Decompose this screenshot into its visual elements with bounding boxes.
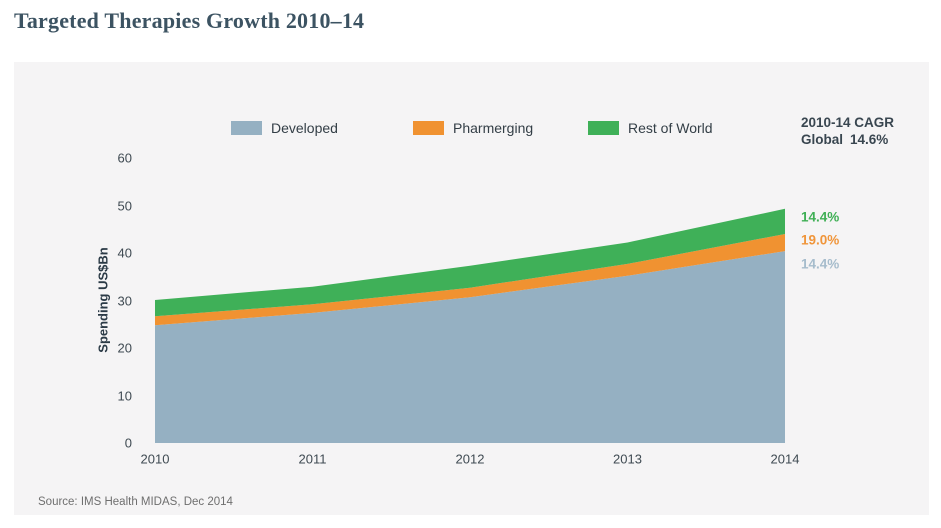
cagr-label-pharmerging: 19.0%	[801, 232, 840, 248]
y-tick-label: 50	[117, 198, 132, 213]
y-tick-label: 0	[124, 435, 132, 451]
legend-item-rest-of-world: Rest of World	[588, 120, 713, 136]
source-note: Source: IMS Health MIDAS, Dec 2014	[38, 496, 233, 508]
x-tick-label: 2010	[140, 451, 170, 467]
area-rest-of-world	[155, 208, 785, 317]
y-tick-label: 60	[117, 150, 132, 166]
x-tick-label: 2011	[298, 451, 327, 467]
y-tick-label: 10	[117, 388, 132, 403]
cagr-global-line: Global 14.6%	[801, 131, 894, 148]
y-tick-label: 20	[117, 340, 132, 356]
y-tick-label: 40	[117, 245, 132, 261]
area-pharmerging	[155, 234, 785, 326]
x-tick-label: 2012	[455, 451, 485, 467]
area-developed	[155, 251, 785, 443]
legend-swatch-icon	[413, 121, 444, 135]
cagr-label-developed: 14.4%	[801, 256, 840, 272]
legend-item-developed: Developed	[231, 120, 338, 136]
page-title: Targeted Therapies Growth 2010–14	[14, 8, 365, 33]
legend-label: Developed	[271, 120, 338, 136]
legend-swatch-icon	[588, 121, 619, 135]
x-tick-label: 2014	[770, 451, 800, 467]
cagr-global-label: Global	[801, 132, 844, 147]
legend-swatch-icon	[231, 121, 262, 135]
cagr-label-rest-of-world: 14.4%	[801, 209, 840, 224]
y-tick-label: 30	[117, 293, 132, 308]
legend-item-pharmerging: Pharmerging	[413, 120, 533, 136]
cagr-global-value: 14.6%	[850, 132, 889, 147]
legend-label: Rest of World	[628, 120, 713, 136]
cagr-header: 2010-14 CAGR	[801, 115, 895, 130]
x-tick-label: 2013	[613, 451, 642, 467]
cagr-annotation: 2010-14 CAGR Global 14.6%	[801, 114, 894, 148]
legend-label: Pharmerging	[453, 120, 534, 136]
